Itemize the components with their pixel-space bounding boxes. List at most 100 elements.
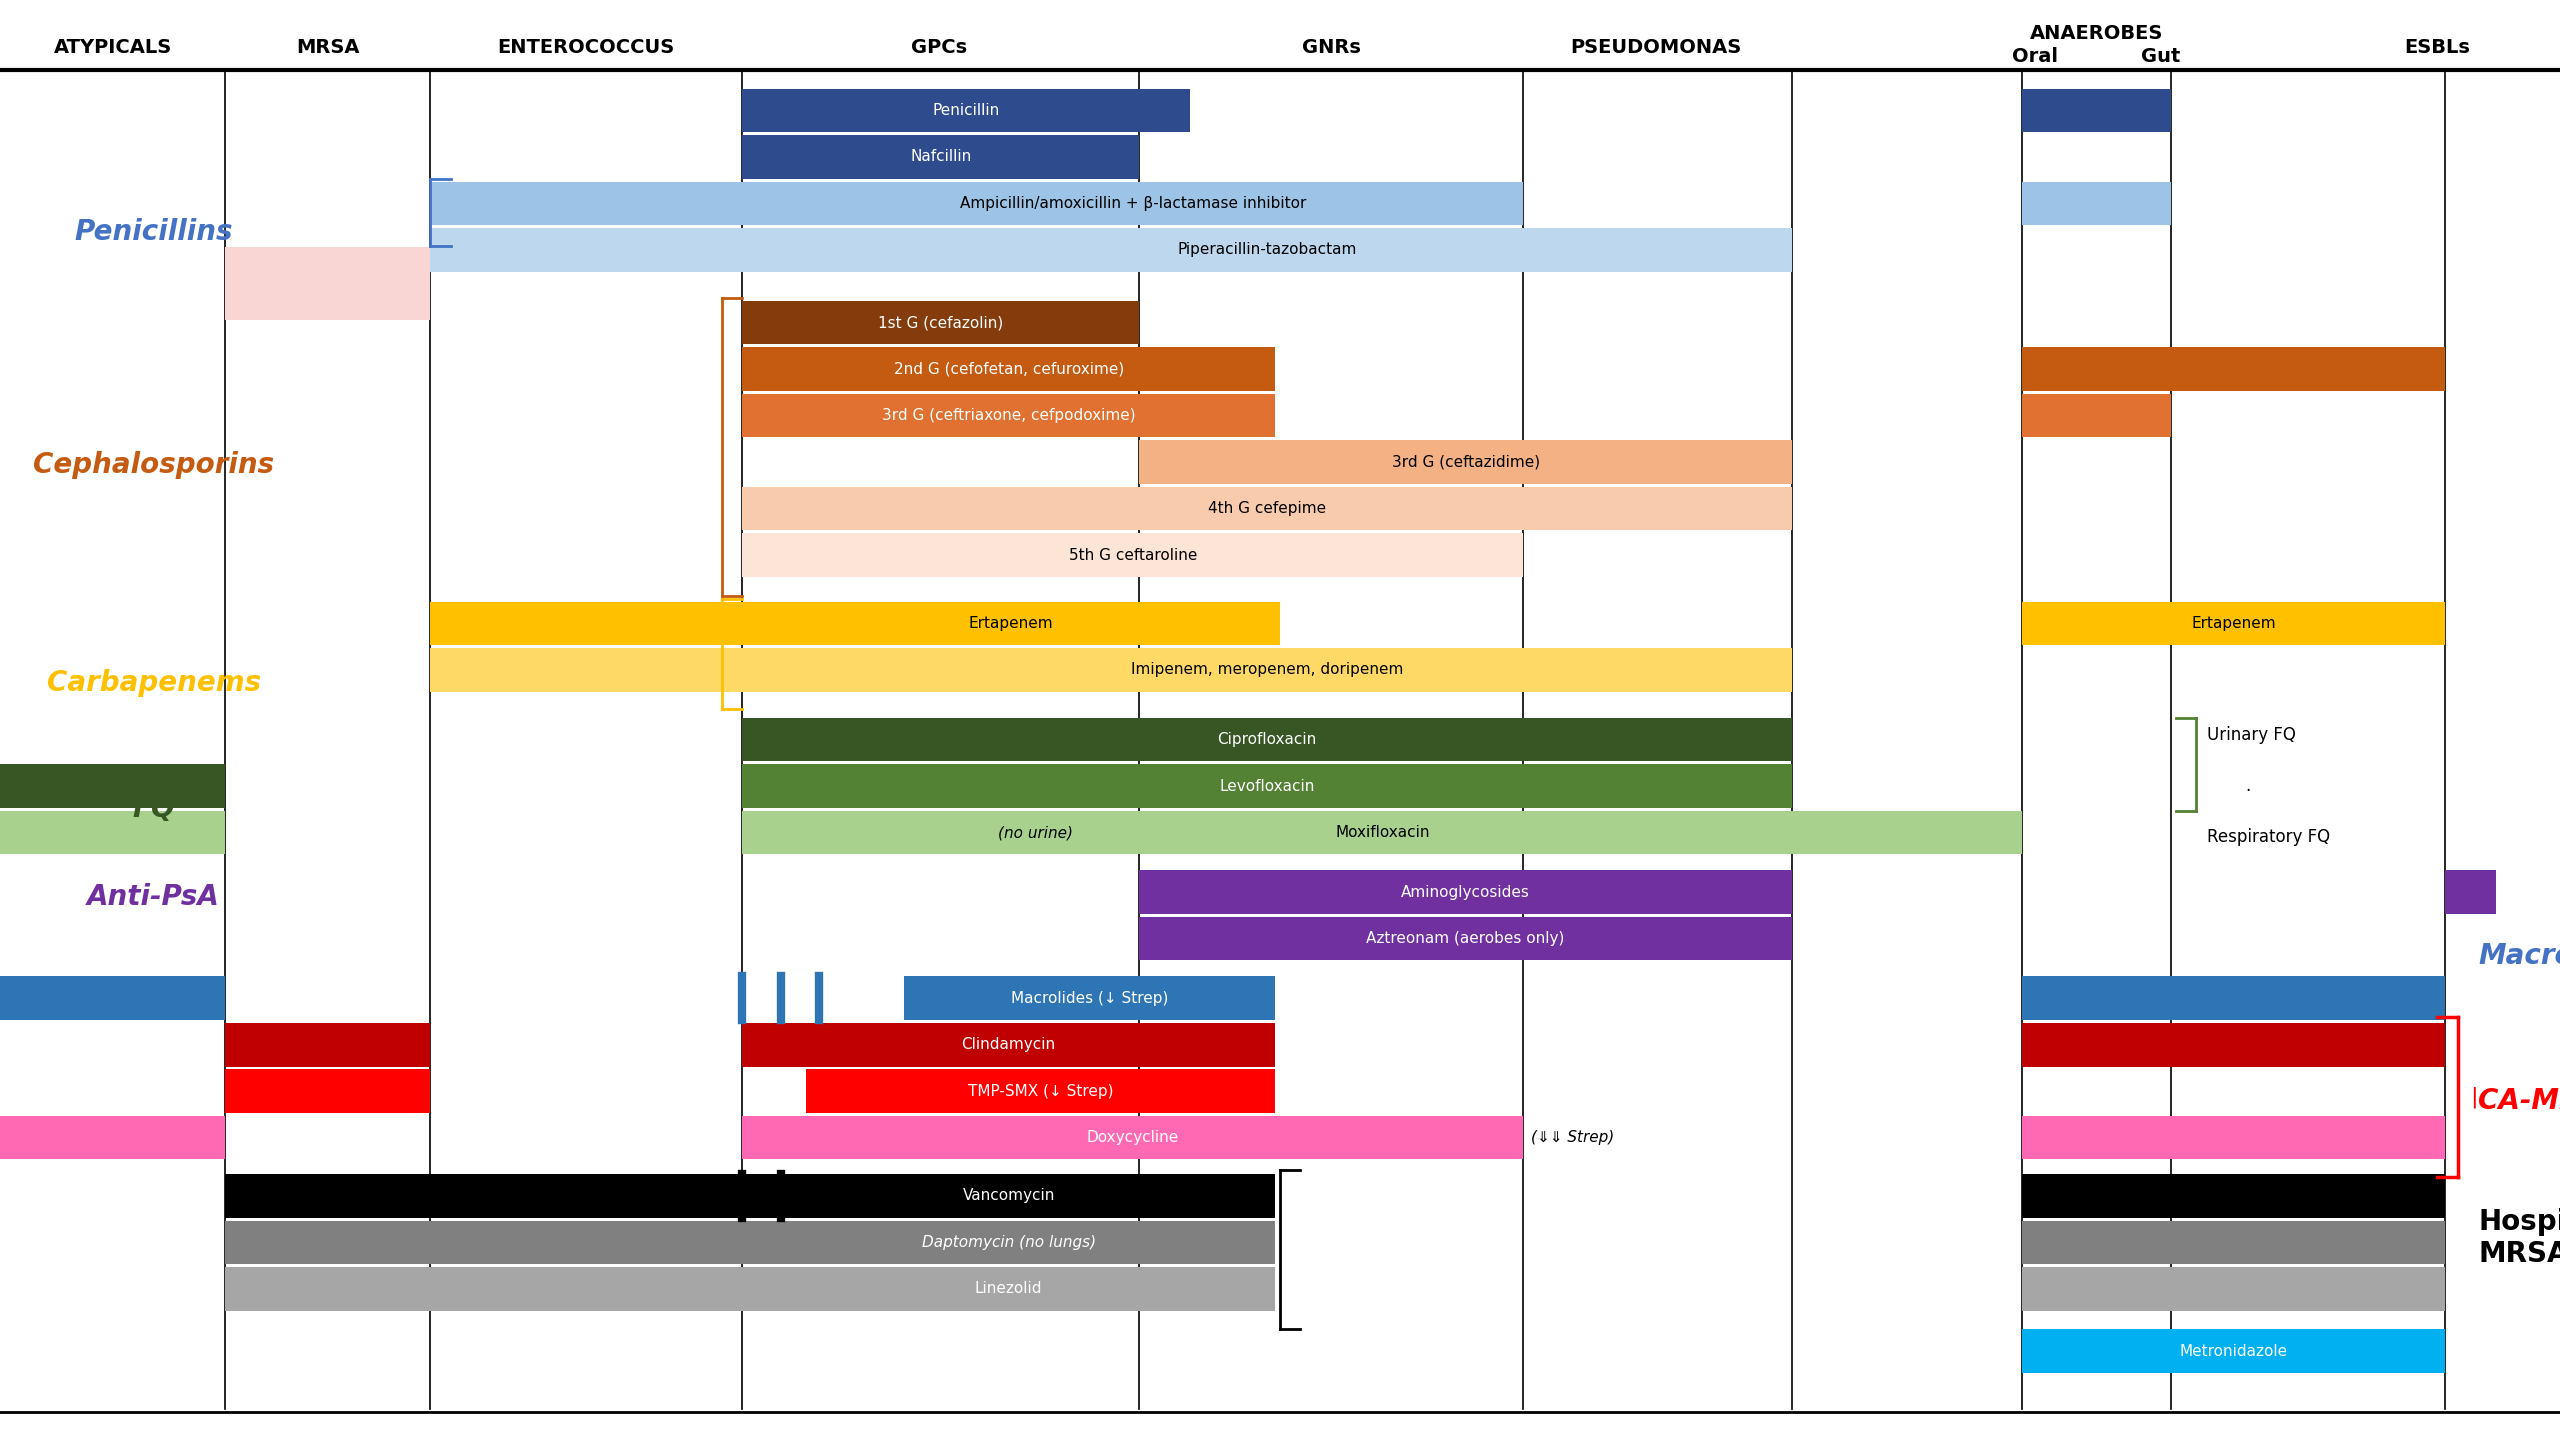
Text: GNRs: GNRs xyxy=(1303,38,1359,58)
Bar xyxy=(225,1267,430,1311)
Bar xyxy=(742,764,1792,808)
Bar xyxy=(742,135,1139,179)
Bar xyxy=(430,228,742,272)
Bar xyxy=(742,811,2022,854)
Bar xyxy=(0,976,225,1020)
Text: CA-MRSA: CA-MRSA xyxy=(2478,1087,2560,1116)
Bar xyxy=(2022,1329,2445,1373)
Text: 1st G (cefazolin): 1st G (cefazolin) xyxy=(878,315,1004,330)
Text: Piperacillin-tazobactam: Piperacillin-tazobactam xyxy=(1178,243,1357,257)
Bar xyxy=(2022,1174,2445,1218)
Bar xyxy=(2022,976,2445,1020)
Bar xyxy=(2022,182,2171,225)
Text: ESBLs: ESBLs xyxy=(2404,38,2470,58)
Bar xyxy=(2022,1116,2445,1159)
Bar xyxy=(742,487,1792,530)
Text: Linezolid: Linezolid xyxy=(975,1282,1042,1296)
Text: Penicillins: Penicillins xyxy=(74,218,233,247)
Text: Nafcillin: Nafcillin xyxy=(911,150,970,164)
Text: Macrolides: Macrolides xyxy=(2478,942,2560,971)
Bar xyxy=(225,1221,430,1264)
Bar xyxy=(430,1174,742,1218)
Text: PSEUDOMONAS: PSEUDOMONAS xyxy=(1572,38,1741,58)
Bar xyxy=(0,811,225,854)
Bar xyxy=(1139,440,1792,484)
Text: Imipenem, meropenem, doripenem: Imipenem, meropenem, doripenem xyxy=(1132,663,1403,677)
Bar xyxy=(2445,870,2496,914)
Text: Carbapenems: Carbapenems xyxy=(46,668,261,697)
Text: Doxycycline: Doxycycline xyxy=(1085,1130,1180,1145)
Bar xyxy=(1139,870,1792,914)
Text: 3rd G (ceftazidime): 3rd G (ceftazidime) xyxy=(1393,455,1539,469)
Bar xyxy=(0,1116,225,1159)
Bar xyxy=(1139,917,1792,960)
Text: (no urine): (no urine) xyxy=(998,825,1073,840)
Bar xyxy=(742,1221,1275,1264)
Bar xyxy=(2022,89,2171,132)
Text: 3rd G (ceftriaxone, cefpodoxime): 3rd G (ceftriaxone, cefpodoxime) xyxy=(881,408,1137,423)
Text: Aminoglycosides: Aminoglycosides xyxy=(1400,885,1531,899)
Text: Ertapenem: Ertapenem xyxy=(2191,616,2276,631)
Bar xyxy=(742,1023,1275,1067)
Text: Metronidazole: Metronidazole xyxy=(2179,1344,2289,1359)
Bar xyxy=(742,602,1280,645)
Text: Ertapenem: Ertapenem xyxy=(968,616,1055,631)
Text: Ciprofloxacin: Ciprofloxacin xyxy=(1219,732,1316,747)
Bar xyxy=(742,648,1792,692)
Text: ATYPICALS: ATYPICALS xyxy=(54,38,172,58)
Bar xyxy=(2022,1267,2445,1311)
Text: Macrolides (↓ Strep): Macrolides (↓ Strep) xyxy=(1011,991,1167,1005)
Text: Gut: Gut xyxy=(2140,46,2181,67)
Text: |: | xyxy=(2470,1087,2478,1107)
Text: Levofloxacin: Levofloxacin xyxy=(1219,779,1316,793)
Text: Penicillin: Penicillin xyxy=(932,103,1001,118)
Text: Aztreonam (aerobes only): Aztreonam (aerobes only) xyxy=(1367,931,1564,946)
Bar xyxy=(806,1069,1275,1113)
Bar xyxy=(2022,602,2445,645)
Text: Hospital
MRSA: Hospital MRSA xyxy=(2478,1207,2560,1268)
Bar xyxy=(742,89,1190,132)
Bar xyxy=(904,976,1275,1020)
Bar xyxy=(2022,1023,2445,1067)
Text: FQ: FQ xyxy=(133,795,174,824)
Text: GPCs: GPCs xyxy=(911,38,968,58)
Text: Ampicillin/amoxicillin + β-lactamase inhibitor: Ampicillin/amoxicillin + β-lactamase inh… xyxy=(960,196,1306,211)
Bar xyxy=(225,1174,430,1218)
Bar xyxy=(742,1174,1275,1218)
Bar xyxy=(742,718,1792,761)
Text: Daptomycin (no lungs): Daptomycin (no lungs) xyxy=(922,1235,1096,1250)
Text: Respiratory FQ: Respiratory FQ xyxy=(2207,828,2330,846)
Text: MRSA: MRSA xyxy=(297,38,358,58)
Text: 5th G ceftaroline: 5th G ceftaroline xyxy=(1068,548,1198,562)
Bar xyxy=(742,301,1139,344)
Text: Moxifloxacin: Moxifloxacin xyxy=(1336,825,1428,840)
Bar xyxy=(430,648,742,692)
Bar xyxy=(742,1267,1275,1311)
Bar xyxy=(2022,347,2445,391)
Bar xyxy=(430,182,742,225)
Text: Cephalosporins: Cephalosporins xyxy=(33,450,274,479)
Bar xyxy=(742,394,1275,437)
Bar xyxy=(225,1069,430,1113)
Text: Clindamycin: Clindamycin xyxy=(963,1037,1055,1052)
Bar xyxy=(430,1267,742,1311)
Text: .: . xyxy=(2245,777,2250,795)
Text: Oral: Oral xyxy=(2012,46,2058,67)
Text: TMP-SMX (↓ Strep): TMP-SMX (↓ Strep) xyxy=(968,1084,1114,1098)
Text: ANAEROBES: ANAEROBES xyxy=(2030,23,2163,44)
Text: Urinary FQ: Urinary FQ xyxy=(2207,726,2296,744)
Text: (⇓⇓ Strep): (⇓⇓ Strep) xyxy=(1531,1130,1615,1145)
Text: Anti-PsA: Anti-PsA xyxy=(87,882,220,911)
Bar xyxy=(2022,1221,2445,1264)
Text: 4th G cefepime: 4th G cefepime xyxy=(1208,501,1326,516)
Bar xyxy=(225,1023,430,1067)
Bar xyxy=(430,1221,742,1264)
Bar xyxy=(225,247,430,320)
Bar xyxy=(2022,394,2171,437)
Bar xyxy=(430,602,742,645)
Bar xyxy=(742,228,1792,272)
Bar xyxy=(742,182,1523,225)
Text: ENTEROCOCCUS: ENTEROCOCCUS xyxy=(497,38,676,58)
Bar xyxy=(742,1116,1523,1159)
Text: 2nd G (cefofetan, cefuroxime): 2nd G (cefofetan, cefuroxime) xyxy=(893,362,1124,376)
